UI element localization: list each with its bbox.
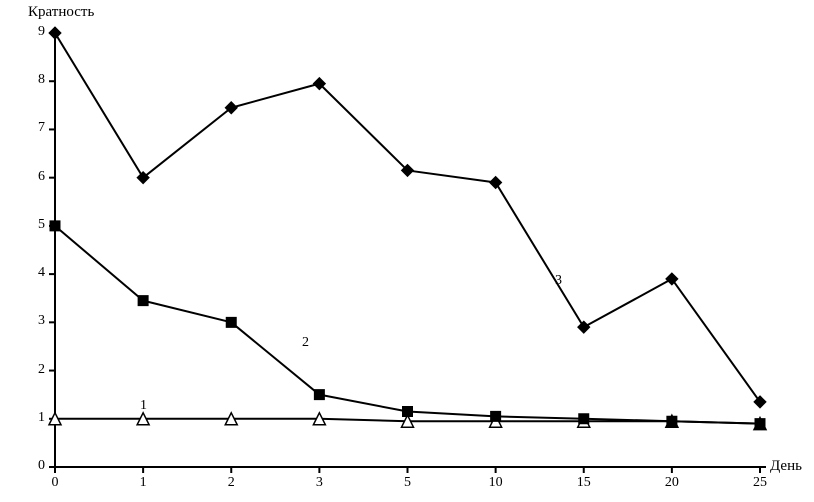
- x-tick-label: 20: [652, 475, 692, 491]
- y-tick-label: 1: [25, 410, 45, 426]
- x-tick-label: 25: [740, 475, 780, 491]
- series-marker-s2: [403, 407, 413, 417]
- y-tick-label: 5: [25, 217, 45, 233]
- series-marker-s2: [491, 411, 501, 421]
- series-marker-s2: [579, 414, 589, 424]
- series-line-s3: [55, 33, 760, 402]
- series-line-s2: [55, 226, 760, 424]
- chart-svg: [0, 0, 814, 502]
- series-label-s2: 2: [302, 335, 309, 351]
- y-tick-label: 4: [25, 265, 45, 281]
- line-chart: Кратность День 0 1 2 3 4 5 6 7 8 9 0 1 2 3 5 10 15 20 25 1 2…: [0, 0, 814, 502]
- x-tick-label: 0: [35, 475, 75, 491]
- x-tick-label: 2: [211, 475, 251, 491]
- y-tick-label: 3: [25, 313, 45, 329]
- x-tick-label: 1: [123, 475, 163, 491]
- series-marker-s2: [314, 390, 324, 400]
- y-tick-label: 8: [25, 72, 45, 88]
- x-tick-label: 10: [476, 475, 516, 491]
- x-axis-title: День: [770, 458, 802, 475]
- y-tick-label: 0: [25, 458, 45, 474]
- y-tick-label: 9: [25, 24, 45, 40]
- series-marker-s2: [755, 419, 765, 429]
- series-marker-s3: [49, 27, 61, 39]
- series-marker-s2: [226, 317, 236, 327]
- series-label-s1: 1: [140, 398, 147, 414]
- series-marker-s3: [578, 321, 590, 333]
- x-tick-label: 15: [564, 475, 604, 491]
- y-tick-label: 2: [25, 362, 45, 378]
- series-marker-s2: [138, 296, 148, 306]
- y-tick-label: 7: [25, 120, 45, 136]
- y-axis-title: Кратность: [28, 4, 94, 21]
- series-marker-s2: [667, 416, 677, 426]
- x-tick-label: 3: [299, 475, 339, 491]
- x-tick-label: 5: [388, 475, 428, 491]
- series-marker-s3: [490, 176, 502, 188]
- series-marker-s2: [50, 221, 60, 231]
- y-tick-label: 6: [25, 169, 45, 185]
- series-label-s3: 3: [555, 273, 562, 289]
